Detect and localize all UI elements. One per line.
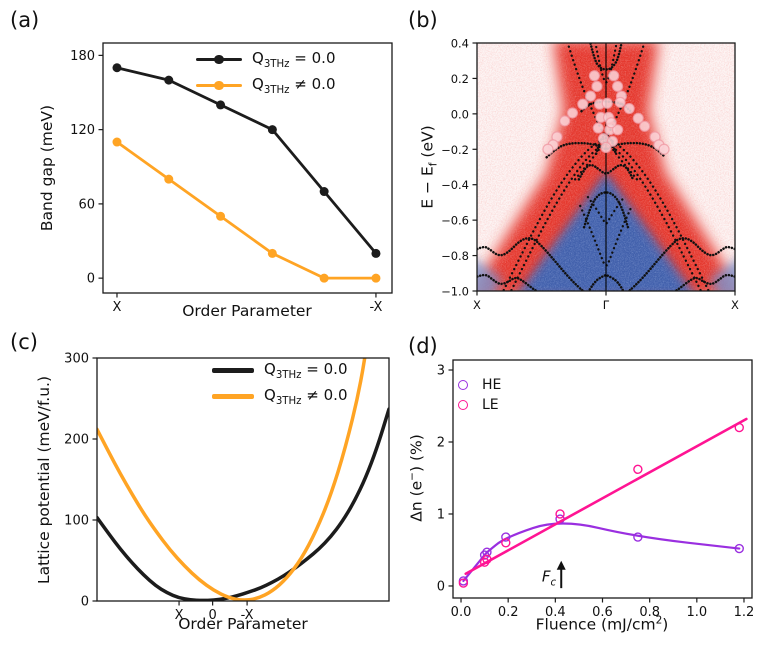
a-legend-swatch-black	[196, 54, 242, 65]
panel-b-plot: X Γ X 0.4 0.2 0.0 −0.2 −0.4 −0.6 −0.8 −1.0	[441, 37, 739, 313]
svg-text:0: 0	[87, 272, 95, 287]
d-legend-marker-he	[458, 380, 468, 390]
svg-text:0: 0	[208, 608, 216, 623]
svg-text:0.8: 0.8	[639, 605, 660, 620]
a-legend-item-q0: Q3THz = 0.0	[196, 49, 336, 70]
d-legend-marker-le	[458, 400, 468, 410]
c-legend-swatch-orange	[212, 394, 254, 399]
svg-text:-X: -X	[241, 608, 254, 623]
a-xlabel: Order Parameter	[182, 302, 312, 320]
panel-d-label: (d)	[408, 334, 438, 358]
svg-text:100: 100	[64, 514, 89, 529]
svg-text:−0.2: −0.2	[441, 143, 469, 157]
d-legend-item-he: HE	[458, 377, 501, 393]
panel-a-plot: X -X 0 60 120 180	[70, 42, 393, 315]
svg-text:1.0: 1.0	[686, 605, 707, 620]
svg-text:X: X	[113, 300, 122, 315]
svg-text:0.4: 0.4	[545, 605, 566, 620]
c-ylabel: Lattice potential (meV/f.u.)	[35, 375, 53, 585]
svg-text:60: 60	[78, 197, 95, 212]
svg-text:0.6: 0.6	[592, 605, 613, 620]
c-legend-item-qne0: Q3THz ≠ 0.0	[212, 386, 348, 407]
svg-text:120: 120	[70, 123, 95, 138]
panel-c-label: (c)	[10, 330, 38, 354]
a-legend-item-qne0: Q3THz ≠ 0.0	[196, 75, 336, 96]
panel-d-plot: 0.0 0.2 0.4 0.6 0.8 1.0 1.2 0 1 2 3	[437, 359, 755, 620]
svg-text:Γ: Γ	[603, 298, 610, 312]
svg-text:3: 3	[437, 364, 445, 379]
c-xlabel: Order Parameter	[178, 615, 308, 633]
svg-text:0: 0	[81, 595, 89, 610]
panel-c-plot: X 0 -X 0 100 200 300	[64, 352, 390, 623]
c-legend-swatch-black	[212, 368, 254, 373]
svg-text:0.2: 0.2	[498, 605, 519, 620]
svg-text:X: X	[731, 298, 739, 312]
d-ylabel: Δn (e−) (%)	[406, 434, 426, 522]
d-legend-item-le: LE	[458, 397, 499, 413]
svg-text:−0.8: −0.8	[441, 249, 469, 263]
svg-text:0.0: 0.0	[451, 107, 469, 121]
svg-text:200: 200	[64, 433, 89, 448]
a-legend-swatch-orange	[196, 80, 242, 91]
svg-text:0.4: 0.4	[451, 37, 469, 51]
panel-a-label: (a)	[10, 8, 40, 32]
svg-text:180: 180	[70, 49, 95, 64]
c-legend-item-q0: Q3THz = 0.0	[212, 360, 348, 381]
svg-text:X: X	[473, 298, 481, 312]
svg-text:−0.6: −0.6	[441, 214, 469, 228]
svg-text:0: 0	[437, 579, 445, 594]
svg-text:0.2: 0.2	[451, 72, 469, 86]
svg-text:−1.0: −1.0	[441, 285, 469, 299]
svg-text:1: 1	[437, 507, 445, 522]
svg-text:-X: -X	[369, 300, 382, 315]
svg-text:X: X	[175, 608, 184, 623]
critical-fluence-annotation: Fc	[541, 567, 557, 589]
a-ylabel: Band gap (meV)	[38, 104, 56, 232]
svg-text:−0.4: −0.4	[441, 178, 469, 192]
svg-text:2: 2	[437, 435, 445, 450]
svg-text:300: 300	[64, 352, 89, 367]
svg-text:1.2: 1.2	[734, 605, 755, 620]
d-xlabel: Fluence (mJ/cm2)	[535, 614, 669, 634]
panel-b-label: (b)	[408, 8, 438, 32]
svg-text:0.0: 0.0	[451, 605, 472, 620]
b-ylabel: E − Ef (eV)	[418, 125, 440, 209]
